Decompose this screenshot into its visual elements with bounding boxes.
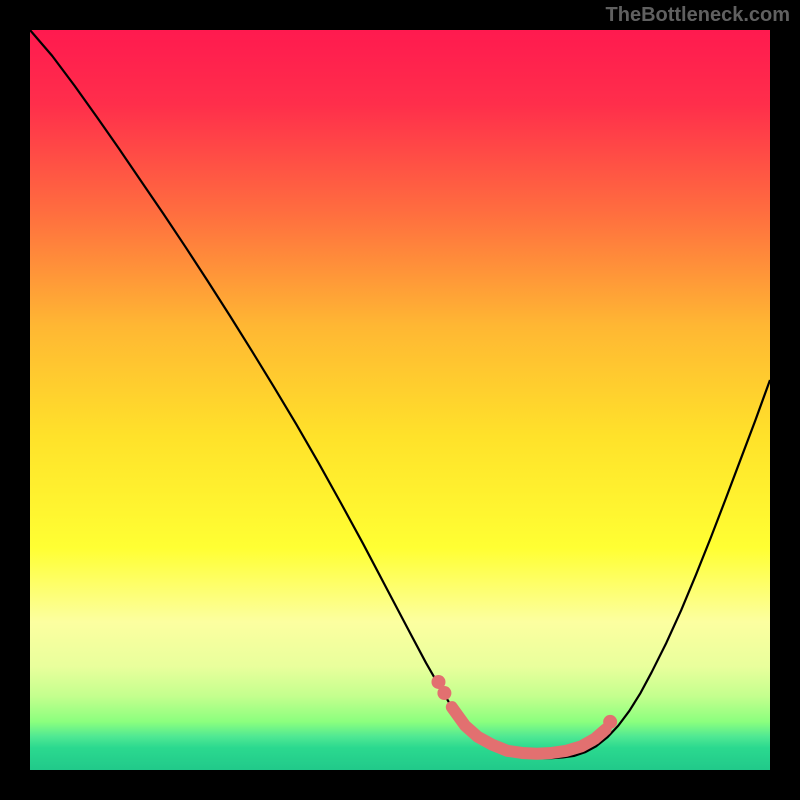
- bottleneck-chart: [30, 30, 770, 770]
- watermark-text: TheBottleneck.com: [606, 4, 790, 27]
- marker-dot: [603, 715, 617, 729]
- chart-svg: [30, 30, 770, 770]
- marker-dot: [437, 686, 451, 700]
